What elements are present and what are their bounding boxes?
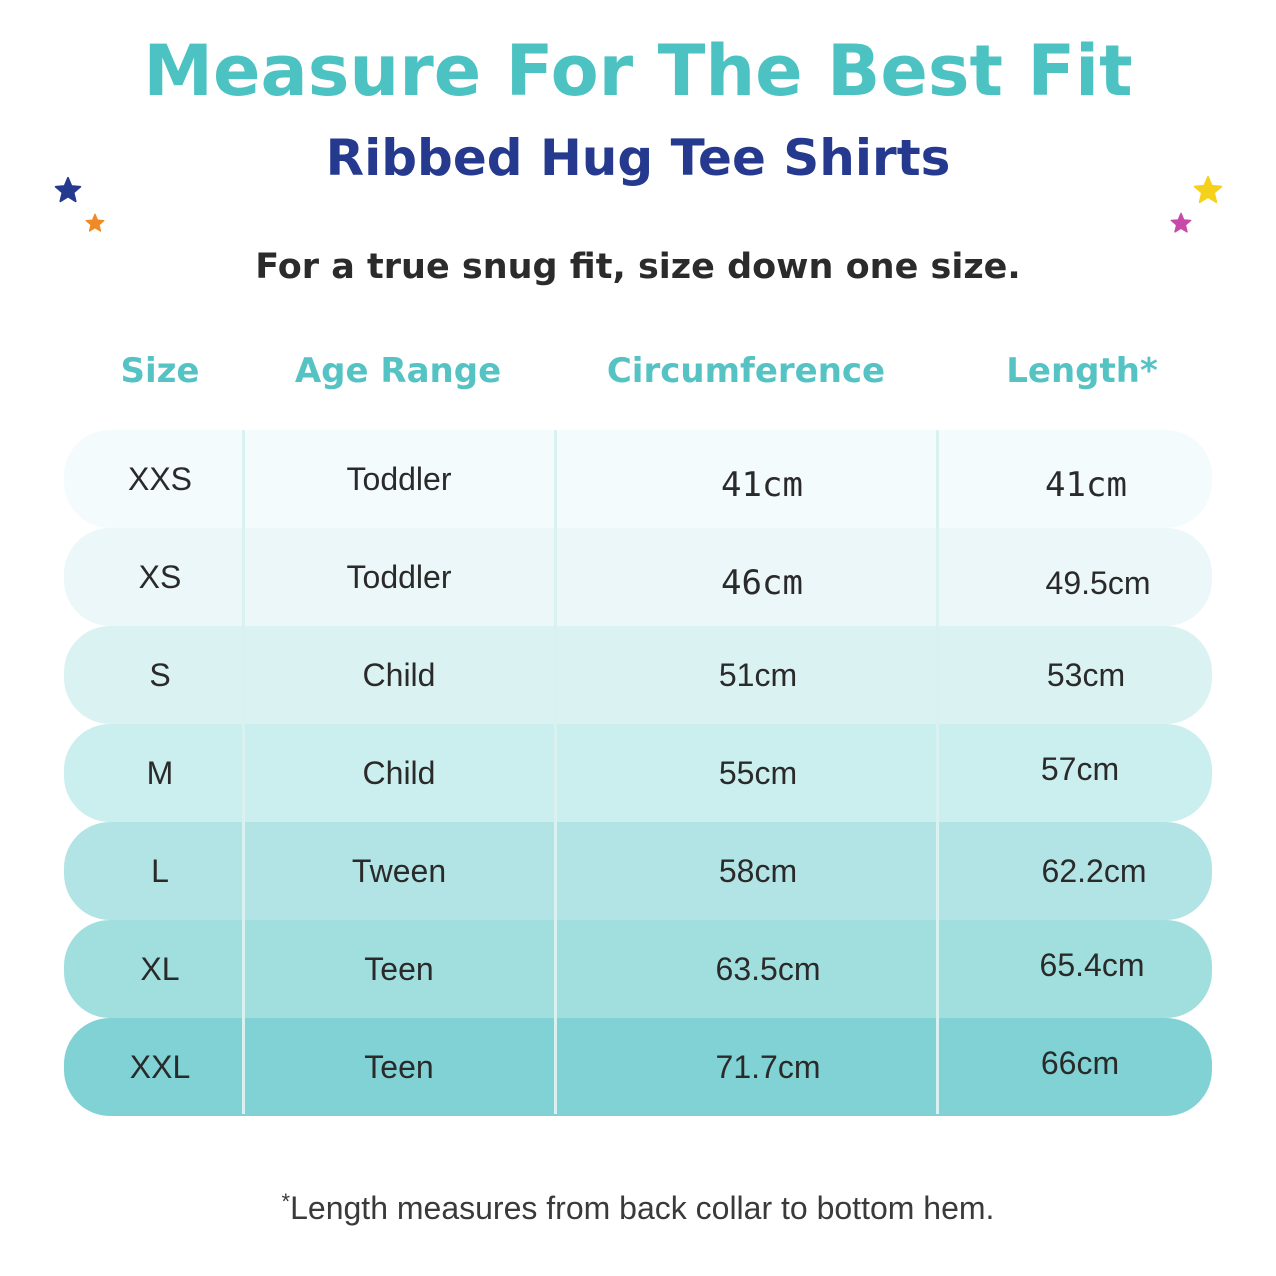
length-cell: 53cm xyxy=(1046,657,1126,693)
length-cell: 57cm xyxy=(1040,751,1120,787)
footnote-asterisk: * xyxy=(281,1189,291,1214)
star-icon-yellow xyxy=(1193,175,1223,204)
star-icon-navy xyxy=(54,176,82,203)
table-row: S Child 51cm 53cm xyxy=(64,626,1212,724)
size-table: XXS Toddler 41cm 41cm XS Toddler 46cm 49… xyxy=(64,430,1212,1116)
size-cell: XL xyxy=(140,951,180,987)
header-size: Size xyxy=(120,351,200,391)
header-circumference: Circumference xyxy=(606,351,886,391)
table-row: L Tween 58cm 62.2cm xyxy=(64,822,1212,920)
size-cell: L xyxy=(151,853,169,889)
star-icon-pink xyxy=(1170,212,1192,233)
table-header: Size Age Range Circumference Length* xyxy=(64,346,1212,396)
footnote-text: Length measures from back collar to bott… xyxy=(290,1190,995,1226)
column-divider xyxy=(936,430,939,1114)
circumference-cell: 55cm xyxy=(718,755,798,791)
size-cell: XXL xyxy=(129,1049,191,1085)
age-range-cell: Toddler xyxy=(346,461,452,497)
length-cell: 66cm xyxy=(1040,1045,1120,1081)
size-cell: M xyxy=(146,755,174,791)
column-divider xyxy=(242,430,245,1114)
length-cell: 41cm xyxy=(1045,465,1127,505)
length-footnote: *Length measures from back collar to bot… xyxy=(0,1180,1276,1230)
age-range-cell: Tween xyxy=(351,853,447,889)
age-range-cell: Child xyxy=(362,755,436,791)
table-row: M Child 55cm 57cm xyxy=(64,724,1212,822)
fit-tip: For a true snug fit, size down one size. xyxy=(255,247,1021,287)
product-subtitle: Ribbed Hug Tee Shirts xyxy=(325,129,951,187)
length-cell: 49.5cm xyxy=(1045,565,1151,601)
length-cell: 65.4cm xyxy=(1039,947,1145,983)
star-icon-orange xyxy=(85,213,105,232)
circumference-cell: 58cm xyxy=(718,853,798,889)
table-row: XL Teen 63.5cm 65.4cm xyxy=(64,920,1212,1018)
page-title: Measure For The Best Fit xyxy=(143,30,1133,112)
header-length: Length* xyxy=(1006,351,1158,391)
age-range-cell: Teen xyxy=(364,1049,434,1085)
table-row: XXL Teen 71.7cm 66cm xyxy=(64,1018,1212,1116)
size-cell: S xyxy=(149,657,171,693)
circumference-cell: 51cm xyxy=(718,657,798,693)
size-cell: XXS xyxy=(127,461,193,497)
age-range-cell: Teen xyxy=(364,951,434,987)
circumference-cell: 41cm xyxy=(721,465,803,505)
circumference-cell: 46cm xyxy=(721,563,803,603)
circumference-cell: 63.5cm xyxy=(715,951,821,987)
table-row: XS Toddler 46cm 49.5cm xyxy=(64,528,1212,626)
age-range-cell: Toddler xyxy=(346,559,452,595)
length-cell: 62.2cm xyxy=(1041,853,1147,889)
age-range-cell: Child xyxy=(362,657,436,693)
circumference-cell: 71.7cm xyxy=(715,1049,821,1085)
size-cell: XS xyxy=(138,559,182,595)
column-divider xyxy=(554,430,557,1114)
header-age-range: Age Range xyxy=(294,351,502,391)
table-row: XXS Toddler 41cm 41cm xyxy=(64,430,1212,528)
